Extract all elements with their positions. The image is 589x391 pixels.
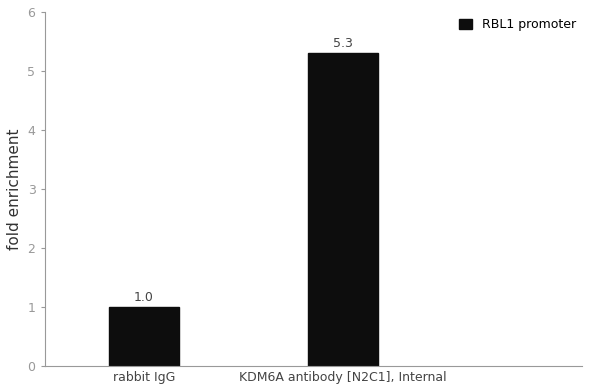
Bar: [109, 307, 179, 366]
Text: 5.3: 5.3: [333, 37, 353, 50]
Bar: [308, 53, 378, 366]
Legend: RBL1 promoter: RBL1 promoter: [459, 18, 576, 31]
Y-axis label: fold enrichment: fold enrichment: [7, 128, 22, 250]
Text: 1.0: 1.0: [134, 291, 154, 304]
